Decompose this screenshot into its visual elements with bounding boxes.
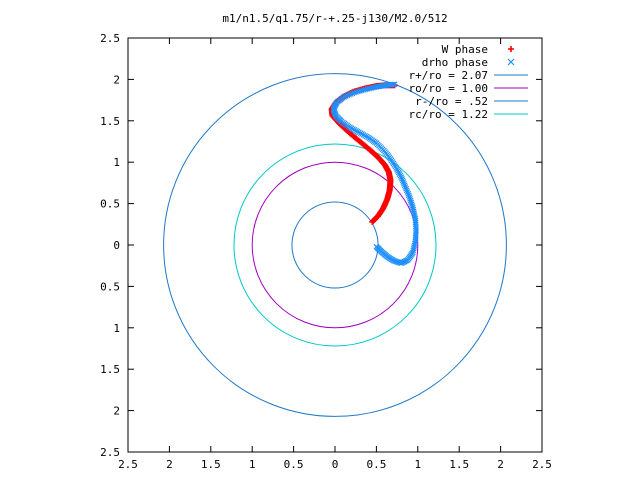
y-tick-label: 1 xyxy=(113,156,120,169)
drho-phase-point xyxy=(403,187,410,194)
y-tick-label: 0.5 xyxy=(100,198,120,211)
x-tick-label: 2.5 xyxy=(532,458,552,471)
y-tick-label: 1 xyxy=(113,322,120,335)
y-tick-label: 0 xyxy=(113,239,120,252)
y-tick-label: 2.5 xyxy=(100,32,120,45)
legend-label: W phase xyxy=(442,43,488,56)
drho-phase-point xyxy=(402,184,409,190)
x-tick-label: 2 xyxy=(497,458,504,471)
y-tick-label: 2.5 xyxy=(100,446,120,459)
drho-phase-point xyxy=(409,203,416,209)
series-circle xyxy=(233,143,437,347)
drho-phase-point xyxy=(346,91,352,98)
drho-phase-point xyxy=(407,197,414,204)
x-tick-label: 2 xyxy=(166,458,173,471)
x-tick-label: 1.5 xyxy=(201,458,221,471)
drho-phase-point xyxy=(400,179,407,185)
drho-phase-point xyxy=(405,190,412,197)
x-tick-label: 0.5 xyxy=(366,458,386,471)
axis-ticks: 2.5 2 1.5 1 0.5 0 0.5 1 1.5 2 2.52.521.510.500.511… xyxy=(100,32,552,471)
drho-phase-point xyxy=(401,182,408,189)
x-tick-label: 0 xyxy=(332,458,339,471)
circles-layer xyxy=(163,73,507,417)
drho-phase-point xyxy=(342,93,349,99)
y-tick-label: 0.5 xyxy=(100,280,120,293)
legend-marker-x xyxy=(507,58,515,66)
legend-label: rc/ro = 1.22 xyxy=(409,108,488,121)
drho-phase-point xyxy=(349,90,356,97)
y-tick-label: 2 xyxy=(113,405,120,418)
drho-phase-point xyxy=(408,199,415,206)
drho-phase-point xyxy=(406,194,413,200)
x-tick-label: 1 xyxy=(414,458,421,471)
y-tick-label: 1.5 xyxy=(100,363,120,376)
series-circle xyxy=(291,201,379,289)
drho-phase-point xyxy=(347,91,354,97)
x-tick-label: 0.5 xyxy=(284,458,304,471)
legend-label: drho phase xyxy=(422,56,488,69)
legend-label: r+/ro = 2.07 xyxy=(409,69,488,82)
drho-phase-point xyxy=(399,175,405,182)
series-circle xyxy=(163,73,507,417)
drho-phase-point xyxy=(409,204,416,211)
drho-phase-point xyxy=(391,81,398,88)
legend-marker-plus xyxy=(508,46,514,52)
drho-phase-point xyxy=(401,180,407,187)
drho-phase-point xyxy=(408,201,415,208)
drho-phase-point xyxy=(399,177,406,184)
chart-title: m1/n1.5/q1.75/r-+.25-j130/M2.0/512 xyxy=(222,12,447,25)
drho-phase-point xyxy=(341,93,347,100)
drho-phase-point xyxy=(403,185,409,192)
series-circle xyxy=(251,161,419,329)
x-tick-label: 1 xyxy=(249,458,256,471)
legend-label: r-/ro = .52 xyxy=(415,95,488,108)
y-tick-label: 2 xyxy=(113,73,120,86)
points-layer xyxy=(328,81,420,267)
drho-phase-point xyxy=(390,81,397,88)
drho-phase-point xyxy=(404,189,411,195)
y-tick-label: 1.5 xyxy=(100,115,120,128)
x-tick-label: 1.5 xyxy=(449,458,469,471)
drho-phase-point xyxy=(344,92,351,99)
drho-phase-point xyxy=(405,192,412,199)
drho-phase-point xyxy=(407,195,413,202)
legend-label: ro/ro = 1.00 xyxy=(409,82,488,95)
x-tick-label: 2.5 xyxy=(118,458,138,471)
